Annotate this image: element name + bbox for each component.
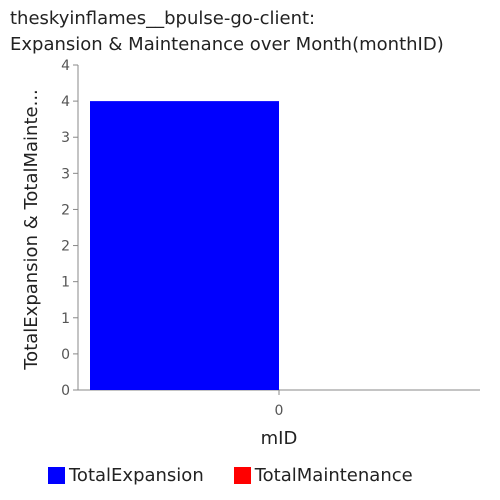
y-tick-label: 3 <box>61 130 70 146</box>
chart-bars <box>90 101 279 390</box>
legend-label-total-expansion: TotalExpansion <box>69 465 204 486</box>
y-tick-label: 4 <box>61 94 70 110</box>
x-tick-label: 0 <box>275 403 284 419</box>
y-tick-label: 0 <box>61 383 70 399</box>
chart-labels: 0 0 1 1 2 2 3 3 4 4 0 mID TotalExpansion & TotalMain… <box>21 58 297 449</box>
legend-swatch-total-maintenance <box>233 467 251 484</box>
legend-swatch-total-expansion <box>48 467 65 484</box>
y-tick-label: 1 <box>61 311 70 327</box>
legend-item-total-expansion: TotalExpansion <box>48 465 204 486</box>
y-tick-label: 4 <box>61 58 70 74</box>
chart-title-line-1: theskyinflames__bpulse-go-client: <box>10 8 316 29</box>
y-tick-label: 3 <box>61 166 70 182</box>
legend-label-total-maintenance: TotalMaintenance <box>254 465 413 486</box>
y-tick-label: 0 <box>61 347 70 363</box>
legend-item-total-maintenance: TotalMaintenance <box>233 465 413 486</box>
x-axis-label: mID <box>261 428 298 449</box>
bar-totalexpansion-0 <box>90 101 279 390</box>
y-tick-label: 1 <box>61 275 70 291</box>
y-axis-label: TotalExpansion & TotalMainte... <box>21 89 42 371</box>
chart-title-line-2: Expansion & Maintenance over Month(month… <box>10 34 444 55</box>
chart-legend: TotalExpansion TotalMaintenance <box>48 465 443 486</box>
y-tick-label: 2 <box>61 239 70 255</box>
y-tick-label: 2 <box>61 202 70 218</box>
chart-title: theskyinflames__bpulse-go-client: Expans… <box>10 6 444 58</box>
